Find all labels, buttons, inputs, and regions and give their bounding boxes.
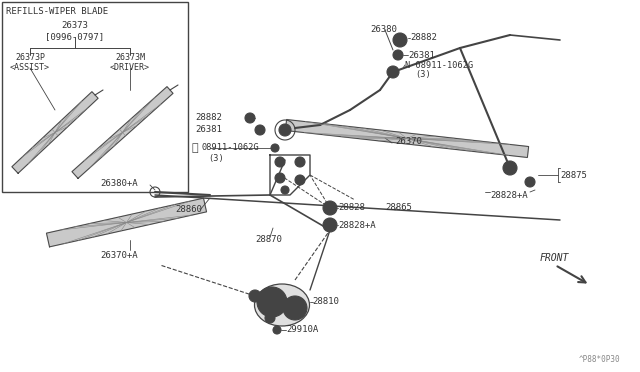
- Polygon shape: [47, 198, 207, 247]
- Circle shape: [245, 113, 255, 123]
- Text: 29910A: 29910A: [286, 326, 318, 334]
- Text: 26370: 26370: [395, 138, 422, 147]
- Text: 26373: 26373: [61, 20, 88, 29]
- Text: 28865: 28865: [385, 202, 412, 212]
- Text: ^P88*0P30: ^P88*0P30: [579, 355, 620, 364]
- Bar: [2, 2, 188, 192]
- Text: 08911-1062G: 08911-1062G: [202, 144, 260, 153]
- Circle shape: [525, 177, 535, 187]
- Text: (3): (3): [415, 71, 431, 80]
- Text: 26380: 26380: [370, 26, 397, 35]
- Text: <DRIVER>: <DRIVER>: [110, 62, 150, 71]
- Circle shape: [275, 173, 285, 183]
- Circle shape: [393, 50, 403, 60]
- Circle shape: [295, 175, 305, 185]
- Circle shape: [323, 218, 337, 232]
- Text: 26370+A: 26370+A: [100, 250, 138, 260]
- Text: 28860: 28860: [175, 205, 202, 215]
- Text: 28828: 28828: [338, 203, 365, 212]
- Circle shape: [255, 125, 265, 135]
- Circle shape: [279, 124, 291, 136]
- Text: 28870: 28870: [255, 235, 282, 244]
- Text: 26380+A: 26380+A: [100, 179, 138, 187]
- Text: <ASSIST>: <ASSIST>: [10, 62, 50, 71]
- Circle shape: [281, 186, 289, 194]
- Polygon shape: [72, 87, 173, 178]
- Text: 26381: 26381: [195, 125, 222, 135]
- Text: 28875: 28875: [560, 170, 587, 180]
- Circle shape: [393, 33, 407, 47]
- Circle shape: [271, 144, 279, 152]
- Circle shape: [387, 66, 399, 78]
- Polygon shape: [12, 92, 98, 173]
- Text: REFILLS-WIPER BLADE: REFILLS-WIPER BLADE: [6, 7, 108, 16]
- Circle shape: [265, 313, 275, 323]
- Circle shape: [273, 326, 281, 334]
- Text: 28810: 28810: [312, 298, 339, 307]
- Circle shape: [295, 157, 305, 167]
- Text: 26381: 26381: [408, 51, 435, 60]
- Text: N 08911-1062G: N 08911-1062G: [405, 61, 473, 70]
- Text: FRONT: FRONT: [540, 253, 570, 263]
- Ellipse shape: [255, 284, 310, 326]
- Circle shape: [503, 161, 517, 175]
- Text: [0996-0797]: [0996-0797]: [45, 32, 104, 42]
- Text: 26373M: 26373M: [115, 52, 145, 61]
- Text: 26373P: 26373P: [15, 52, 45, 61]
- Text: Ⓝ: Ⓝ: [192, 143, 198, 153]
- Text: 28882: 28882: [410, 33, 437, 42]
- Circle shape: [323, 201, 337, 215]
- Circle shape: [275, 157, 285, 167]
- Text: (3): (3): [208, 154, 224, 163]
- Polygon shape: [285, 119, 529, 157]
- Text: 28828+A: 28828+A: [338, 221, 376, 230]
- Text: 28828+A: 28828+A: [490, 190, 527, 199]
- Circle shape: [264, 294, 280, 310]
- Circle shape: [395, 35, 405, 45]
- Circle shape: [283, 296, 307, 320]
- Circle shape: [257, 287, 287, 317]
- Circle shape: [249, 290, 261, 302]
- Text: 28882: 28882: [195, 113, 222, 122]
